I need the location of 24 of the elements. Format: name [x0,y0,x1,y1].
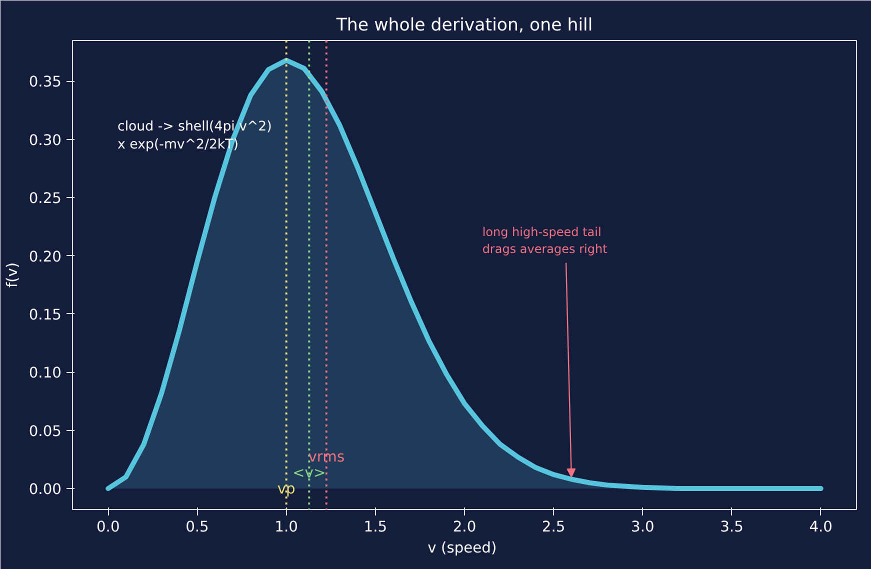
y-tick-label: 0.05 [28,422,62,440]
ref-line-label: <v> [292,464,326,482]
annotation: long high-speed tail drags averages right [482,225,608,256]
y-tick-label: 0.00 [28,481,62,498]
x-tick-label: 0.0 [96,518,120,536]
x-tick-label: 3.0 [631,518,654,536]
x-tick-label: 3.5 [720,518,744,536]
y-tick-label: 0.20 [28,248,62,266]
x-tick-label: 1.0 [274,518,298,536]
ref-line-label: vrms [308,448,345,466]
x-tick-label: 0.5 [186,518,209,536]
x-tick-label: 1.5 [364,518,388,536]
x-tick-label: 4.0 [809,518,833,536]
y-axis-title: f(v) [4,262,21,288]
chart-title: The whole derivation, one hill [335,16,593,36]
x-tick-label: 2.0 [452,518,476,536]
x-axis-title: v (speed) [428,540,497,556]
ref-line-label: vp [277,480,296,498]
y-tick-label: 0.15 [28,306,62,324]
y-tick-label: 0.10 [28,364,62,382]
y-tick-label: 0.35 [28,74,62,91]
y-tick-label: 0.25 [28,190,62,208]
y-tick-label: 0.30 [28,132,62,149]
x-tick-label: 2.5 [542,518,566,536]
